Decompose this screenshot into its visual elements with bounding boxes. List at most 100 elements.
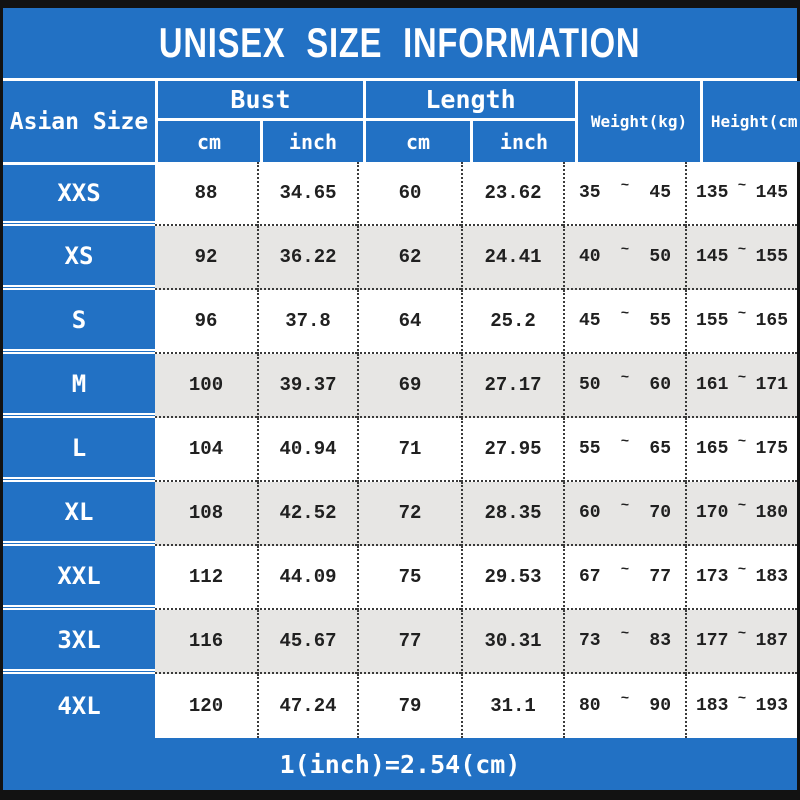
height-max: 175	[755, 439, 788, 459]
conversion-note: 1(inch)=2.54(cm)	[279, 749, 521, 779]
height-max: 193	[755, 696, 788, 716]
bust-cm-cell: 116	[155, 610, 257, 674]
bust-inch-cell: 44.09	[257, 546, 357, 610]
length-cm-cell: 69	[357, 354, 461, 418]
height-min: 155	[696, 311, 729, 331]
page-title: UNISEX SIZE INFORMATION	[159, 19, 641, 66]
weight-range-cell: 60 ~70	[563, 482, 685, 546]
bust-cm-cell: 88	[155, 162, 257, 226]
bust-inch-cell: 42.52	[257, 482, 357, 546]
weight-range-cell: 40 ~50	[563, 226, 685, 290]
length-inch-cell: 27.17	[461, 354, 563, 418]
height-range-cell: 161 ~171	[685, 354, 797, 418]
height-range-cell: 155 ~165	[685, 290, 797, 354]
range-separator: ~	[620, 691, 630, 707]
height-min: 165	[696, 439, 729, 459]
weight-min: 60	[579, 503, 601, 523]
size-cell: XL	[3, 482, 155, 546]
height-min: 177	[696, 631, 729, 651]
size-cell: M	[3, 354, 155, 418]
length-inch-cell: 27.95	[461, 418, 563, 482]
height-max: 187	[755, 631, 788, 651]
weight-min: 73	[579, 631, 601, 651]
bust-inch-cell: 47.24	[257, 674, 357, 738]
length-inch-cell: 30.31	[461, 610, 563, 674]
table-body: XXS 88 34.65 60 23.62 35 ~45 135 ~145 XS 92 36.22 62…	[3, 162, 797, 738]
weight-range-cell: 73 ~83	[563, 610, 685, 674]
height-max: 183	[755, 567, 788, 587]
range-separator: ~	[620, 178, 630, 194]
weight-range-cell: 80 ~90	[563, 674, 685, 738]
header-length-inch: inch	[473, 121, 575, 162]
weight-max: 70	[649, 503, 671, 523]
height-range-cell: 170 ~180	[685, 482, 797, 546]
table-header: Asian Size Bust Length Weight(kg) Height…	[3, 81, 800, 162]
weight-range-cell: 35 ~45	[563, 162, 685, 226]
length-cm-cell: 64	[357, 290, 461, 354]
range-separator: ~	[737, 498, 747, 514]
range-separator: ~	[737, 691, 747, 707]
range-separator: ~	[620, 434, 630, 450]
range-separator: ~	[620, 626, 630, 642]
bust-cm-cell: 108	[155, 482, 257, 546]
bust-cm-cell: 100	[155, 354, 257, 418]
divider	[3, 78, 797, 81]
length-inch-cell: 25.2	[461, 290, 563, 354]
weight-max: 45	[649, 183, 671, 203]
height-range-cell: 145 ~155	[685, 226, 797, 290]
height-max: 165	[755, 311, 788, 331]
range-separator: ~	[737, 434, 747, 450]
height-min: 145	[696, 247, 729, 267]
bust-inch-cell: 45.67	[257, 610, 357, 674]
height-range-cell: 165 ~175	[685, 418, 797, 482]
size-cell: 3XL	[3, 610, 155, 674]
bust-inch-cell: 34.65	[257, 162, 357, 226]
length-inch-cell: 23.62	[461, 162, 563, 226]
length-cm-cell: 77	[357, 610, 461, 674]
bust-cm-cell: 104	[155, 418, 257, 482]
range-separator: ~	[620, 242, 630, 258]
header-asian-size: Asian Size	[3, 81, 155, 162]
bust-cm-cell: 112	[155, 546, 257, 610]
range-separator: ~	[737, 242, 747, 258]
weight-max: 60	[649, 375, 671, 395]
bust-inch-cell: 36.22	[257, 226, 357, 290]
height-max: 180	[755, 503, 788, 523]
length-cm-cell: 72	[357, 482, 461, 546]
bust-cm-cell: 96	[155, 290, 257, 354]
range-separator: ~	[620, 498, 630, 514]
header-length-cm: cm	[366, 121, 470, 162]
range-separator: ~	[737, 626, 747, 642]
length-inch-cell: 24.41	[461, 226, 563, 290]
weight-range-cell: 50 ~60	[563, 354, 685, 418]
weight-min: 50	[579, 375, 601, 395]
weight-min: 80	[579, 696, 601, 716]
length-inch-cell: 28.35	[461, 482, 563, 546]
size-cell: S	[3, 290, 155, 354]
range-separator: ~	[737, 562, 747, 578]
size-cell: XXL	[3, 546, 155, 610]
bust-cm-cell: 92	[155, 226, 257, 290]
length-inch-cell: 31.1	[461, 674, 563, 738]
header-bust-group: Bust	[158, 81, 363, 118]
weight-range-cell: 45 ~55	[563, 290, 685, 354]
weight-max: 90	[649, 696, 671, 716]
height-max: 171	[755, 375, 788, 395]
height-min: 135	[696, 183, 729, 203]
height-min: 170	[696, 503, 729, 523]
weight-max: 77	[649, 567, 671, 587]
size-cell: XXS	[3, 162, 155, 226]
weight-max: 55	[649, 311, 671, 331]
length-cm-cell: 60	[357, 162, 461, 226]
length-cm-cell: 71	[357, 418, 461, 482]
range-separator: ~	[737, 370, 747, 386]
bust-inch-cell: 40.94	[257, 418, 357, 482]
weight-max: 65	[649, 439, 671, 459]
range-separator: ~	[737, 178, 747, 194]
range-separator: ~	[620, 370, 630, 386]
weight-max: 50	[649, 247, 671, 267]
footer-banner: 1(inch)=2.54(cm)	[3, 738, 797, 790]
height-range-cell: 173 ~183	[685, 546, 797, 610]
range-separator: ~	[737, 306, 747, 322]
